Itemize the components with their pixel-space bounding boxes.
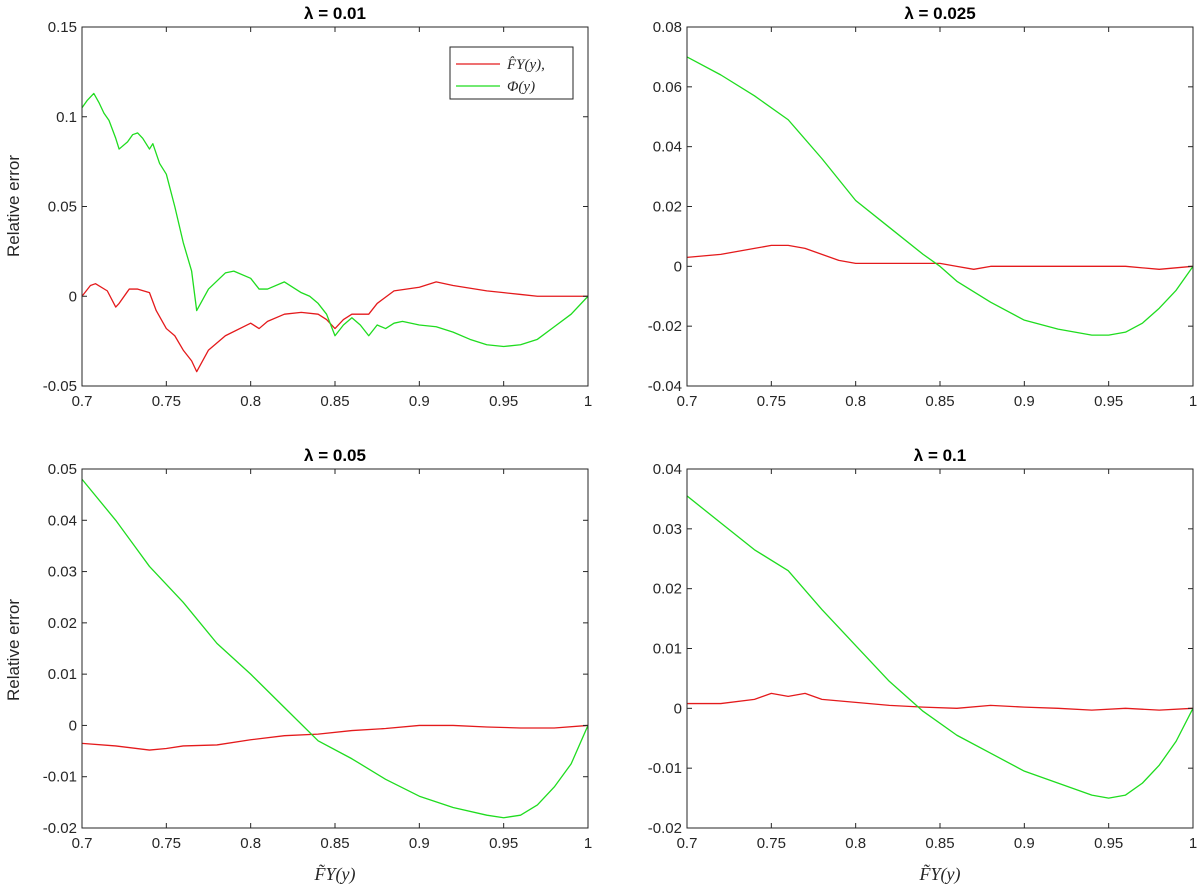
x-axis-label: F̃Y(y) (919, 864, 961, 885)
x-tick-label: 1 (1189, 835, 1197, 852)
y-tick-label: -0.01 (43, 769, 77, 786)
legend: F̂Y(y), Φ(y) (449, 46, 574, 100)
x-tick-label: 0.8 (845, 393, 866, 410)
x-tick-label: 0.75 (152, 835, 181, 852)
y-tick-label: 0.08 (653, 19, 682, 36)
panel-title: λ = 0.05 (304, 446, 366, 465)
legend-box (449, 46, 574, 100)
x-tick-label: 0.7 (72, 835, 93, 852)
x-tick-label: 0.95 (1094, 393, 1123, 410)
x-tick-label: 0.75 (757, 393, 786, 410)
legend-entry: Φ(y) (507, 79, 535, 95)
series-line-red (687, 692, 1193, 711)
y-tick-label: 0 (674, 258, 682, 275)
x-tick-label: 0.7 (677, 835, 698, 852)
y-tick-label: -0.02 (43, 820, 77, 837)
x-tick-label: 0.8 (240, 393, 261, 410)
x-tick-label: 0.85 (925, 835, 954, 852)
y-tick-label: 0 (674, 700, 682, 717)
series-line-green (82, 478, 588, 819)
y-tick-label: 0.01 (48, 666, 77, 683)
x-tick-label: 0.9 (1014, 835, 1035, 852)
legend-entry: F̂Y(y), (506, 57, 545, 73)
x-tick-label: 0.7 (677, 393, 698, 410)
x-tick-label: 0.85 (320, 393, 349, 410)
x-tick-label: 0.8 (845, 835, 866, 852)
x-tick-label: 0.9 (409, 835, 430, 852)
series-line-red (82, 281, 588, 373)
x-tick-label: 1 (584, 393, 592, 410)
y-tick-label: 0.04 (48, 512, 77, 529)
x-tick-label: 0.95 (1094, 835, 1123, 852)
y-tick-label: -0.05 (43, 378, 77, 395)
y-tick-label: 0.03 (48, 564, 77, 581)
x-tick-label: 0.95 (489, 835, 518, 852)
x-tick-label: 0.95 (489, 393, 518, 410)
series-line-red (82, 724, 588, 751)
y-tick-label: -0.01 (648, 760, 682, 777)
y-tick-label: 0.05 (48, 199, 77, 216)
x-tick-label: 0.8 (240, 835, 261, 852)
y-tick-label: 0.03 (653, 521, 682, 538)
y-tick-label: 0.06 (653, 79, 682, 96)
series-line-red (687, 244, 1193, 270)
panel-title: λ = 0.025 (904, 4, 975, 23)
axes-box (81, 468, 589, 829)
panel-lambda-0.01: λ = 0.01 0.7 0.75 0.8 0.85 0.9 0.95 1 -0.05 0 0.0… (43, 4, 592, 410)
x-tick-label: 0.7 (72, 393, 93, 410)
series-line-green (687, 495, 1193, 799)
y-axis-label: Relative error (4, 599, 23, 701)
panel-lambda-0.1: λ = 0.1 0.7 0.75 0.8 0.85 0.9 0.95 1 -0.02 -0.01… (648, 446, 1197, 852)
y-tick-label: 0.04 (653, 139, 682, 156)
x-tick-label: 1 (584, 835, 592, 852)
x-tick-label: 1 (1189, 393, 1197, 410)
x-tick-label: 0.85 (925, 393, 954, 410)
y-tick-label: 0.1 (56, 109, 77, 126)
y-axis-label: Relative error (4, 155, 23, 257)
y-tick-label: -0.04 (648, 378, 682, 395)
y-tick-label: 0.04 (653, 461, 682, 478)
x-tick-label: 0.75 (757, 835, 786, 852)
x-tick-label: 0.9 (409, 393, 430, 410)
y-tick-label: 0.02 (653, 581, 682, 598)
panel-title: λ = 0.01 (304, 4, 366, 23)
x-axis-label: F̃Y(y) (314, 864, 356, 885)
y-tick-label: -0.02 (648, 820, 682, 837)
axes-box (686, 468, 1194, 829)
y-tick-label: 0.05 (48, 461, 77, 478)
x-tick-label: 0.9 (1014, 393, 1035, 410)
series-line-green (82, 92, 588, 348)
y-tick-label: 0.02 (653, 199, 682, 216)
series-line-green (687, 56, 1193, 336)
x-tick-label: 0.75 (152, 393, 181, 410)
panel-lambda-0.05: λ = 0.05 0.7 0.75 0.8 0.85 0.9 0.95 1 -0.02 -0.0… (43, 446, 592, 852)
y-tick-label: 0 (69, 288, 77, 305)
y-tick-label: 0.02 (48, 615, 77, 632)
panel-title: λ = 0.1 (914, 446, 966, 465)
axes-box (686, 26, 1194, 387)
y-tick-label: 0.01 (653, 641, 682, 658)
x-tick-label: 0.85 (320, 835, 349, 852)
y-tick-label: 0.15 (48, 19, 77, 36)
y-tick-label: 0 (69, 717, 77, 734)
panel-lambda-0.025: λ = 0.025 0.7 0.75 0.8 0.85 0.9 0.95 1 -0.04 -0.… (648, 4, 1197, 410)
y-tick-label: -0.02 (648, 318, 682, 335)
